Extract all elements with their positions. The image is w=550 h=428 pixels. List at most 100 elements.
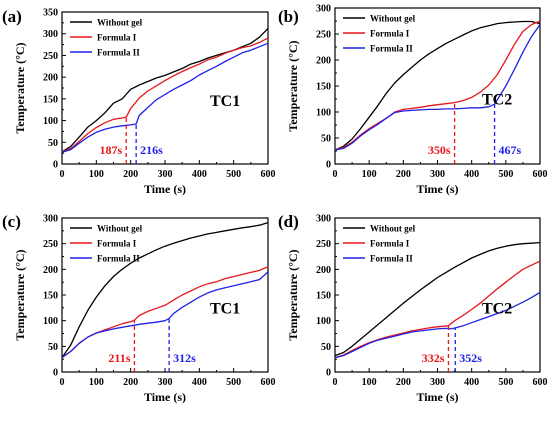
panel-a-x-tick-label: 300 <box>158 169 173 180</box>
panel-c-plot-frame <box>61 217 269 373</box>
panel-b-legend-label-3: Formula II <box>370 44 413 54</box>
panel-c-legend-label-3: Formula II <box>97 254 140 264</box>
panel-d-y-tick-label: 100 <box>316 316 331 327</box>
panel-a-x-tick-label: 0 <box>60 169 65 180</box>
panel-b-y-tick-label: 200 <box>316 56 331 67</box>
panel-c-annotation: TC1 <box>210 300 240 317</box>
panel-a-marker-label-1: 187s <box>100 143 123 157</box>
panel-a-x-tick-label: 500 <box>226 169 241 180</box>
panel-c-y-tick-label: 200 <box>43 265 58 276</box>
panel-d-x-axis-label: Time (s) <box>416 390 458 404</box>
panel-d-plot-frame <box>334 217 541 373</box>
panel-c-x-tick-label: 400 <box>192 377 207 388</box>
panel-c-x-tick-label: 600 <box>261 377 276 388</box>
panel-a-x-axis-label: Time (s) <box>144 182 186 196</box>
panel-b-y-tick-label: 250 <box>316 30 331 41</box>
panel-b-x-tick-label: 400 <box>464 169 479 180</box>
panel-c-marker-label-1: 211s <box>108 351 130 365</box>
panel-c-y-tick-label: 300 <box>43 214 58 225</box>
panel-c-x-axis-label: Time (s) <box>144 390 186 404</box>
panel-d-marker-label-1: 332s <box>422 351 445 365</box>
panel-d-marker-label-2: 352s <box>459 351 482 365</box>
panel-c-y-tick-label: 50 <box>48 342 58 353</box>
panel-d-y-tick-label: 250 <box>316 239 331 250</box>
panel-c-legend-label-2: Formula I <box>97 239 137 249</box>
panel-b-series-line-3 <box>334 24 541 151</box>
panel-b-marker-label-2: 467s <box>499 143 522 157</box>
panel-b-x-tick-label: 0 <box>333 169 338 180</box>
panel-b-annotation: TC2 <box>482 92 512 109</box>
panel-b-x-tick-label: 100 <box>362 169 377 180</box>
panel-d-y-tick-label: 150 <box>316 291 331 302</box>
panel-c-series-line-1 <box>61 221 269 358</box>
panel-b-y-tick-label: 150 <box>316 82 331 93</box>
panel-c-x-tick-label: 300 <box>158 377 173 388</box>
panel-d-legend-label-2: Formula I <box>370 239 410 249</box>
panel-b-y-axis-label: Temperature (°C) <box>286 40 300 131</box>
panel-a-x-tick-label: 200 <box>123 169 138 180</box>
panel-a-series-line-2 <box>61 37 269 153</box>
panel-b-x-tick-label: 600 <box>533 169 548 180</box>
panel-d-y-axis-label: Temperature (°C) <box>286 249 300 340</box>
panel-a-y-tick-label: 150 <box>43 94 58 105</box>
panel-b-y-tick-label: 300 <box>316 4 331 15</box>
panel-b-series-line-2 <box>334 20 541 151</box>
panel-b-legend-label-1: Without gel <box>370 14 416 24</box>
panel-c-label: (c) <box>2 212 21 231</box>
panel-d-y-tick-label: 300 <box>316 214 331 225</box>
panel-d-series-line-3 <box>334 291 541 359</box>
panel-d-legend-label-1: Without gel <box>370 224 416 234</box>
panel-a-y-tick-label: 300 <box>43 29 58 40</box>
panel-b-legend-label-2: Formula I <box>370 29 410 39</box>
panel-c-y-axis-label: Temperature (°C) <box>13 249 27 340</box>
panel-b-x-axis-label: Time (s) <box>416 182 458 196</box>
panel-c-x-tick-label: 500 <box>226 377 241 388</box>
panel-d-x-tick-label: 400 <box>464 377 479 388</box>
panel-a-x-tick-label: 600 <box>261 169 276 180</box>
panel-a-series-line-3 <box>61 42 269 153</box>
panel-c-y-tick-label: 100 <box>43 316 58 327</box>
panel-d-x-tick-label: 500 <box>498 377 513 388</box>
panel-d-x-tick-label: 600 <box>533 377 548 388</box>
panel-d-annotation: TC2 <box>482 300 512 317</box>
panel-b-x-tick-label: 300 <box>430 169 445 180</box>
panel-a-x-tick-label: 100 <box>89 169 104 180</box>
panel-c-y-tick-label: 250 <box>43 239 58 250</box>
panel-b-y-tick-label: 100 <box>316 108 331 119</box>
panel-c-y-tick-label: 150 <box>43 291 58 302</box>
panel-c-x-tick-label: 200 <box>123 377 138 388</box>
panel-d-series-line-1 <box>334 241 541 357</box>
panel-a-label: (a) <box>2 7 22 26</box>
panel-c-y-tick-label: 0 <box>53 368 58 379</box>
panel-b-x-tick-label: 500 <box>498 169 513 180</box>
panel-a-y-tick-label: 200 <box>43 73 58 84</box>
panel-a-legend-label-3: Formula II <box>97 48 140 58</box>
panel-a-x-tick-label: 400 <box>192 169 207 180</box>
panel-b-x-tick-label: 200 <box>396 169 411 180</box>
panel-d-x-tick-label: 300 <box>430 377 445 388</box>
panel-b-series-line-1 <box>334 20 541 151</box>
panel-a-marker-label-2: 216s <box>140 143 163 157</box>
panel-d-y-tick-label: 0 <box>326 368 331 379</box>
panel-c-x-tick-label: 0 <box>60 377 65 388</box>
panel-a-y-tick-label: 50 <box>48 138 58 149</box>
panel-c-legend-label-1: Without gel <box>97 224 143 234</box>
panel-b-y-tick-label: 0 <box>326 160 331 171</box>
panel-a-series-line-1 <box>61 28 269 153</box>
panel-a-annotation: TC1 <box>210 93 240 110</box>
panel-d-legend-label-3: Formula II <box>370 254 413 264</box>
panel-a-legend-label-2: Formula I <box>97 33 137 43</box>
panel-c-x-tick-label: 100 <box>89 377 104 388</box>
panel-b-label: (b) <box>278 7 299 26</box>
panel-a-y-tick-label: 350 <box>43 8 58 19</box>
panel-a-legend-label-1: Without gel <box>97 18 143 28</box>
panel-c-series-line-3 <box>61 271 269 359</box>
panel-d-x-tick-label: 0 <box>333 377 338 388</box>
panel-a-plot-frame <box>61 11 269 165</box>
panel-d-x-tick-label: 200 <box>396 377 411 388</box>
panel-d-y-tick-label: 200 <box>316 265 331 276</box>
panel-b-plot-frame <box>334 7 541 165</box>
panel-a-y-tick-label: 100 <box>43 116 58 127</box>
